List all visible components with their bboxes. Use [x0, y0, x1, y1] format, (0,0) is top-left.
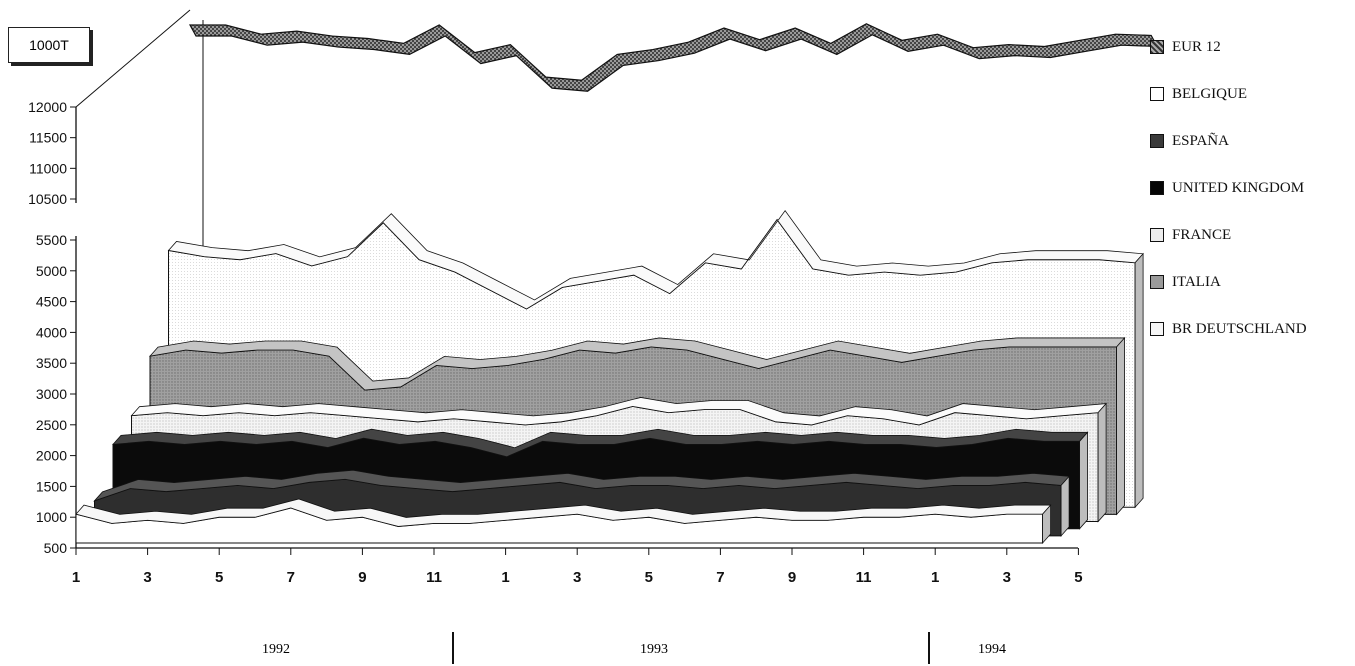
y-tick-label: 11000 — [29, 160, 67, 176]
side-face — [1134, 252, 1144, 509]
x-tick-label: 5 — [1074, 569, 1082, 586]
legend-label: FRANCE — [1172, 226, 1232, 243]
x-tick-label: 7 — [287, 569, 295, 586]
y-tick-label: 500 — [44, 540, 68, 556]
y-tick-label: 5500 — [36, 232, 67, 248]
legend-item: ESPAÑA — [1150, 130, 1229, 152]
legend-swatch — [1150, 87, 1164, 101]
legend-label: UNITED KINGDOM — [1172, 179, 1305, 196]
legend-swatch — [1150, 275, 1164, 289]
x-tick-label: 1 — [931, 569, 939, 586]
legend-item: UNITED KINGDOM — [1150, 177, 1304, 199]
legend-swatch — [1150, 40, 1164, 54]
y-tick-label: 3500 — [36, 355, 67, 371]
x-tick-label: 9 — [788, 569, 796, 586]
year-label-1993: 1993 — [640, 642, 668, 657]
legend-label: BR DEUTSCHLAND — [1172, 320, 1307, 337]
x-tick-label: 1 — [72, 569, 80, 586]
series-layer — [75, 209, 1144, 545]
x-tick-label: 11 — [856, 569, 872, 586]
legend-swatch — [1150, 322, 1164, 336]
legend-label: EUR 12 — [1172, 38, 1221, 55]
y-tick-label: 3000 — [36, 386, 67, 402]
y-tick-label: 1500 — [36, 478, 67, 494]
unit-label: 1000T — [8, 27, 90, 63]
year-separator — [452, 632, 454, 664]
y-tick-label: 4500 — [36, 294, 67, 310]
axes: 1200011500110001050055005000450040003500… — [28, 9, 1083, 586]
legend-item: BR DEUTSCHLAND — [1150, 318, 1307, 340]
y-tick-label: 11500 — [29, 130, 67, 146]
legend-label: ESPAÑA — [1172, 132, 1229, 149]
legend-swatch — [1150, 134, 1164, 148]
area-eur-12 — [188, 23, 1159, 92]
legend-item: BELGIQUE — [1150, 83, 1247, 105]
y-tick-label: 2500 — [36, 417, 67, 433]
x-tick-label: 9 — [358, 569, 366, 586]
side-face — [1097, 402, 1107, 523]
side-face — [1042, 504, 1051, 545]
y-tick-label: 10500 — [28, 191, 67, 207]
x-tick-label: 5 — [645, 569, 653, 586]
year-separator — [928, 632, 930, 664]
legend-swatch — [1150, 181, 1164, 195]
perspective-line — [75, 9, 191, 108]
x-tick-label: 7 — [716, 569, 724, 586]
x-tick-label: 11 — [426, 569, 442, 586]
side-face — [1060, 475, 1070, 537]
x-tick-label: 3 — [573, 569, 581, 586]
year-label-1992: 1992 — [262, 642, 290, 657]
legend-item: FRANCE — [1150, 224, 1231, 246]
y-tick-label: 1000 — [36, 509, 67, 525]
side-face — [1116, 336, 1125, 516]
year-label-1994: 1994 — [978, 642, 1006, 657]
y-tick-label: 5000 — [36, 263, 67, 279]
y-tick-label: 4000 — [36, 324, 67, 340]
legend-label: BELGIQUE — [1172, 85, 1247, 102]
side-face — [1079, 431, 1088, 530]
legend-label: ITALIA — [1172, 273, 1221, 290]
legend-swatch — [1150, 228, 1164, 242]
eur12-layer — [188, 23, 1159, 92]
legend-item: EUR 12 — [1150, 36, 1221, 58]
x-tick-label: 3 — [143, 569, 151, 586]
x-tick-label: 3 — [1003, 569, 1011, 586]
y-tick-label: 2000 — [36, 448, 67, 464]
legend-item: ITALIA — [1150, 271, 1221, 293]
x-tick-label: 5 — [215, 569, 223, 586]
x-tick-label: 1 — [501, 569, 509, 586]
y-tick-label: 12000 — [28, 99, 67, 115]
